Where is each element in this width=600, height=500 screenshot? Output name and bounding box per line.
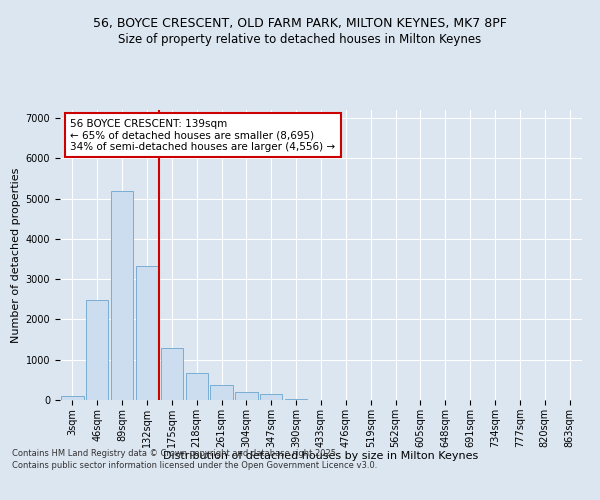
Bar: [86, 300, 109, 400]
Bar: [61, 396, 83, 400]
Bar: [185, 372, 208, 400]
X-axis label: Distribution of detached houses by size in Milton Keynes: Distribution of detached houses by size …: [163, 452, 479, 462]
Bar: [260, 394, 283, 400]
Bar: [111, 190, 133, 400]
Bar: [235, 392, 257, 400]
Bar: [161, 348, 183, 400]
Text: Contains public sector information licensed under the Open Government Licence v3: Contains public sector information licen…: [12, 461, 377, 470]
Text: Contains HM Land Registry data © Crown copyright and database right 2025.: Contains HM Land Registry data © Crown c…: [12, 448, 338, 458]
Bar: [285, 399, 307, 400]
Text: Size of property relative to detached houses in Milton Keynes: Size of property relative to detached ho…: [118, 32, 482, 46]
Text: 56, BOYCE CRESCENT, OLD FARM PARK, MILTON KEYNES, MK7 8PF: 56, BOYCE CRESCENT, OLD FARM PARK, MILTO…: [93, 18, 507, 30]
Bar: [136, 266, 158, 400]
Bar: [211, 385, 233, 400]
Text: 56 BOYCE CRESCENT: 139sqm
← 65% of detached houses are smaller (8,695)
34% of se: 56 BOYCE CRESCENT: 139sqm ← 65% of detac…: [70, 118, 335, 152]
Y-axis label: Number of detached properties: Number of detached properties: [11, 168, 22, 342]
